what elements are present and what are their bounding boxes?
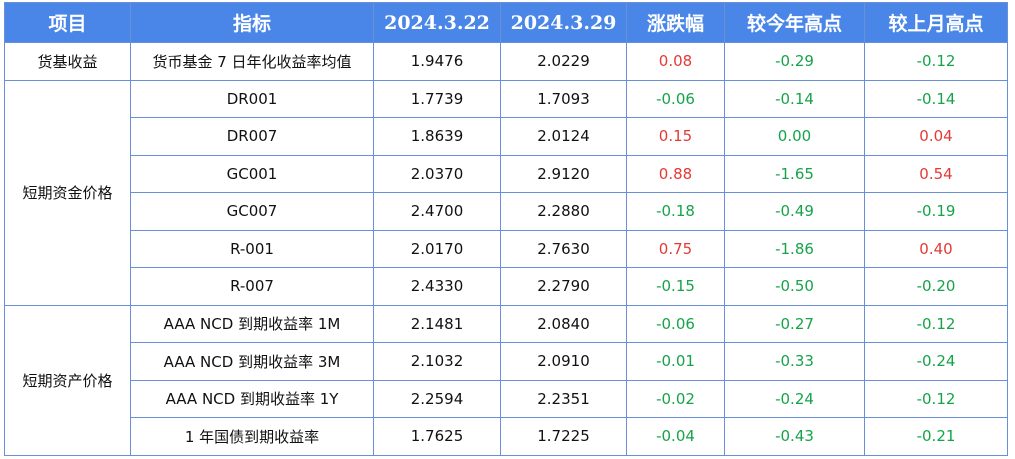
value-date-2: 2.0124 — [500, 117, 627, 156]
table-row: R-001 2.0170 2.7630 0.75 -1.86 0.40 — [5, 229, 1008, 268]
vs-month-high-cell: -0.24 — [864, 342, 1008, 381]
value-date-2: 2.2790 — [500, 267, 627, 306]
indicator-cell: AAA NCD 到期收益率 3M — [130, 342, 374, 381]
value-date-1: 2.4330 — [373, 267, 501, 306]
vs-year-high-cell: -1.86 — [724, 229, 865, 268]
value-date-1: 1.9476 — [373, 42, 501, 81]
indicator-cell: DR001 — [130, 79, 374, 118]
vs-month-high-cell: -0.19 — [864, 192, 1008, 231]
header-row: 项目 指标 2024.3.22 2024.3.29 涨跌幅 较今年高点 较上月高… — [4, 2, 1008, 43]
vs-year-high-cell: -0.49 — [724, 192, 865, 231]
value-date-1: 2.2594 — [373, 379, 501, 418]
header-date-1: 2024.3.22 — [373, 2, 501, 43]
value-date-1: 1.7625 — [373, 417, 501, 456]
vs-month-high-cell: -0.12 — [864, 304, 1008, 343]
header-vs-year-high: 较今年高点 — [724, 2, 865, 43]
change-cell: -0.04 — [626, 417, 725, 456]
table-row: AAA NCD 到期收益率 1Y 2.2594 2.2351 -0.02 -0.24 -0… — [5, 379, 1008, 418]
change-cell: 0.15 — [626, 117, 725, 156]
change-cell: -0.15 — [626, 267, 725, 306]
vs-month-high-cell: -0.20 — [864, 267, 1008, 306]
value-date-2: 1.7093 — [500, 79, 627, 118]
vs-month-high-cell: -0.14 — [864, 79, 1008, 118]
table-row: AAA NCD 到期收益率 3M 2.1032 2.0910 -0.01 -0.33 -0… — [5, 342, 1008, 381]
rates-table: 项目 指标 2024.3.22 2024.3.29 涨跌幅 较今年高点 较上月高… — [4, 2, 1008, 456]
value-date-1: 2.0370 — [373, 154, 501, 193]
value-date-1: 1.7739 — [373, 79, 501, 118]
value-date-2: 2.9120 — [500, 154, 627, 193]
vs-month-high-cell: 0.54 — [864, 154, 1008, 193]
change-cell: -0.18 — [626, 192, 725, 231]
table-row: GC007 2.4700 2.2880 -0.18 -0.49 -0.19 — [5, 192, 1008, 231]
indicator-cell: R-007 — [130, 267, 374, 306]
vs-month-high-cell: -0.12 — [864, 379, 1008, 418]
category-cell: 短期资金价格 — [4, 79, 131, 306]
change-cell: 0.88 — [626, 154, 725, 193]
value-date-1: 1.8639 — [373, 117, 501, 156]
indicator-cell: R-001 — [130, 229, 374, 268]
vs-year-high-cell: 0.00 — [724, 117, 865, 156]
category-cell: 货基收益 — [4, 42, 131, 81]
value-date-1: 2.1032 — [373, 342, 501, 381]
value-date-2: 2.2880 — [500, 192, 627, 231]
table-row: 短期资产价格 AAA NCD 到期收益率 1M 2.1481 2.0840 -0.06-… — [4, 304, 1008, 456]
indicator-cell: GC007 — [130, 192, 374, 231]
vs-year-high-cell: -0.50 — [724, 267, 865, 306]
change-cell: 0.75 — [626, 229, 725, 268]
value-date-2: 2.0910 — [500, 342, 627, 381]
table-row: R-007 2.4330 2.2790 -0.15 -0.50 -0.20 — [5, 267, 1008, 306]
change-cell: -0.06 — [626, 304, 725, 343]
header-item: 项目 — [4, 2, 131, 43]
value-date-1: 2.4700 — [373, 192, 501, 231]
header-indicator: 指标 — [130, 2, 374, 43]
header-vs-month-high: 较上月高点 — [864, 2, 1008, 43]
vs-month-high-cell: -0.21 — [864, 417, 1008, 456]
value-date-2: 2.0229 — [500, 42, 627, 81]
vs-year-high-cell: -0.27 — [724, 304, 865, 343]
table-row: 短期资金价格 DR001 1.7739 1.7093 -0.06 -0.14 -0.14 — [4, 79, 1008, 306]
value-date-1: 2.1481 — [373, 304, 501, 343]
indicator-cell: AAA NCD 到期收益率 1Y — [130, 379, 374, 418]
table-row: 货基收益 货币基金 7 日年化收益率均值 1.9476 2.0229 0.08 -0.29… — [4, 42, 1008, 81]
vs-year-high-cell: -1.65 — [724, 154, 865, 193]
vs-month-high-cell: -0.12 — [864, 42, 1008, 81]
indicator-cell: 货币基金 7 日年化收益率均值 — [130, 42, 374, 81]
value-date-2: 2.7630 — [500, 229, 627, 268]
header-change: 涨跌幅 — [626, 2, 725, 43]
value-date-2: 1.7225 — [500, 417, 627, 456]
change-cell: -0.06 — [626, 79, 725, 118]
vs-year-high-cell: -0.14 — [724, 79, 865, 118]
vs-year-high-cell: -0.43 — [724, 417, 865, 456]
indicator-cell: GC001 — [130, 154, 374, 193]
vs-year-high-cell: -0.33 — [724, 342, 865, 381]
indicator-cell: 1 年国债到期收益率 — [130, 417, 374, 456]
table-row: GC001 2.0370 2.9120 0.88 -1.65 0.54 — [5, 154, 1008, 193]
vs-month-high-cell: 0.40 — [864, 229, 1008, 268]
header-date-2: 2024.3.29 — [500, 2, 627, 43]
value-date-2: 2.2351 — [500, 379, 627, 418]
vs-year-high-cell: -0.29 — [724, 42, 865, 81]
indicator-cell: DR007 — [130, 117, 374, 156]
change-cell: -0.02 — [626, 379, 725, 418]
change-cell: 0.08 — [626, 42, 725, 81]
table-row: 1 年国债到期收益率 1.7625 1.7225 -0.04 -0.43 -0.21 — [5, 417, 1008, 456]
value-date-2: 2.0840 — [500, 304, 627, 343]
vs-month-high-cell: 0.04 — [864, 117, 1008, 156]
vs-year-high-cell: -0.24 — [724, 379, 865, 418]
value-date-1: 2.0170 — [373, 229, 501, 268]
table-row: DR007 1.8639 2.0124 0.15 0.00 0.04 — [5, 117, 1008, 156]
category-cell: 短期资产价格 — [4, 304, 131, 456]
change-cell: -0.01 — [626, 342, 725, 381]
indicator-cell: AAA NCD 到期收益率 1M — [130, 304, 374, 343]
